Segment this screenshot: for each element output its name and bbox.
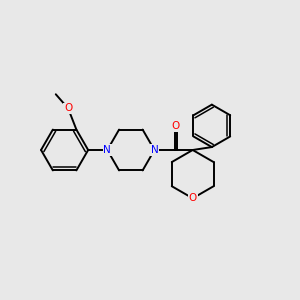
Text: O: O xyxy=(64,103,72,113)
Text: O: O xyxy=(171,122,179,131)
Text: O: O xyxy=(189,193,197,203)
Text: N: N xyxy=(151,145,158,155)
Text: N: N xyxy=(103,145,111,155)
